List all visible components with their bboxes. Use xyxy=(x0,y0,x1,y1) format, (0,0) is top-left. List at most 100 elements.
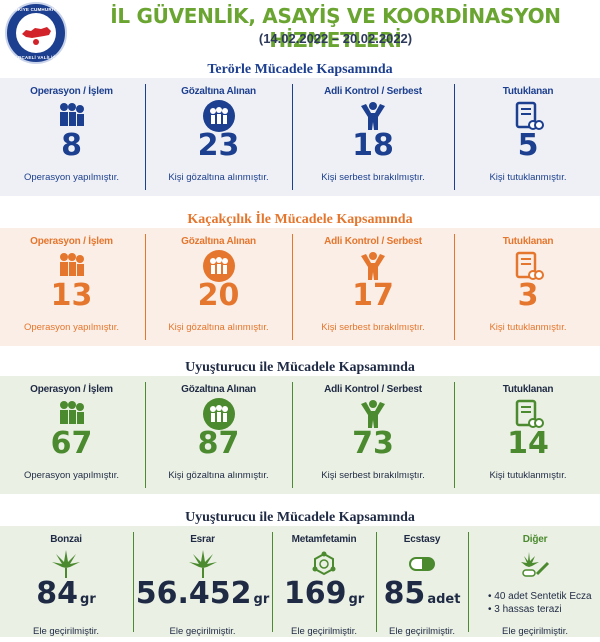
police-raid-icon xyxy=(59,401,84,424)
card-label: Operasyon / İşlem xyxy=(30,236,113,247)
arrest-document-icon xyxy=(515,101,544,130)
list-item: • 3 hassas terazi xyxy=(488,604,562,615)
card-label: Esrar xyxy=(190,534,215,545)
card-label: Ecstasy xyxy=(403,534,441,545)
molecule-icon xyxy=(312,551,336,576)
detained-count: 23 xyxy=(197,128,240,163)
esrar-card: Esrar 56.452 gr Ele geçirilmiştir. xyxy=(135,532,270,642)
operations-count: 67 xyxy=(50,426,93,461)
seizures-section-title: Uyuşturucu ile Mücadele Kapsamında xyxy=(185,510,415,525)
released-count: 17 xyxy=(352,278,394,313)
unit-label: gr xyxy=(348,592,365,607)
terror-section: Operasyon / İşlem 8 Operasyon yapılmıştı… xyxy=(0,78,600,196)
card-label: Operasyon / İşlem xyxy=(30,86,113,97)
esrar-amount: 56.452 xyxy=(135,576,252,611)
card-label: Adli Kontrol / Serbest xyxy=(324,384,422,395)
smuggling-arrested-card: Tutuklanan 3 Kişi tutuklanmıştır. xyxy=(456,234,600,344)
metamfetamin-card: Metamfetamin 169 gr Ele geçirilmiştir. xyxy=(274,532,374,642)
cannabis-leaf-icon xyxy=(188,550,217,578)
detained-count: 87 xyxy=(197,426,240,461)
card-description: Operasyon yapılmıştır. xyxy=(23,322,120,333)
page-title: İL GÜVENLİK, ASAYİŞ VE KOORDİNASYON HİZM… xyxy=(110,4,561,52)
pill-capsule-icon xyxy=(409,557,435,571)
operations-count: 8 xyxy=(61,128,82,163)
detained-people-icon xyxy=(202,100,235,132)
card-description: Ele geçirilmiştir. xyxy=(502,626,568,637)
arrested-count: 14 xyxy=(507,426,549,461)
card-label: Metamfetamin xyxy=(291,534,357,545)
card-label: Adli Kontrol / Serbest xyxy=(324,86,422,97)
arrested-count: 3 xyxy=(517,278,539,313)
card-description: Operasyon yapılmıştır. xyxy=(23,172,120,183)
card-description: Kişi tutuklanmıştır. xyxy=(489,172,567,183)
date-range: (14.02.2022 – 20.02.2022) xyxy=(258,31,413,46)
card-description: Operasyon yapılmıştır. xyxy=(23,470,120,481)
bonzai-amount: 84 xyxy=(36,576,79,611)
turkey-map-icon xyxy=(22,27,51,45)
other-items-list: • 40 adet Sentetik Ecza • 3 hassas teraz… xyxy=(488,590,592,616)
logo-top-text: TÜRKİYE CUMHURİYETİ xyxy=(7,7,65,12)
narcotics-arrested-card: Tutuklanan 14 Kişi tutuklanmıştır. xyxy=(456,382,600,492)
card-label: Gözaltına Alınan xyxy=(181,86,256,97)
card-description: Kişi serbest bırakılmıştır. xyxy=(321,172,425,183)
smuggling-operations-card: Operasyon / İşlem 13 Operasyon yapılmışt… xyxy=(0,234,143,344)
terror-section-title: Terörle Mücadele Kapsamında xyxy=(207,62,393,77)
other-seizures-card: Diğer • 40 adet Sentetik Ecza • 3 hassas… xyxy=(470,532,600,642)
card-label: Adli Kontrol / Serbest xyxy=(324,236,422,247)
narcotics-section: Operasyon / İşlem 67 Operasyon yapılmışt… xyxy=(0,376,600,494)
arrest-document-icon xyxy=(515,399,544,428)
terror-detained-card: Gözaltına Alınan 23 Kişi gözaltına alınm… xyxy=(147,84,290,194)
unit-label: gr xyxy=(253,592,270,607)
smuggling-section: Operasyon / İşlem 13 Operasyon yapılmışt… xyxy=(0,228,600,346)
card-description: Kişi serbest bırakılmıştır. xyxy=(321,470,425,481)
released-count: 73 xyxy=(352,426,394,461)
terror-arrested-card: Tutuklanan 5 Kişi tutuklanmıştır. xyxy=(456,84,600,194)
freed-person-icon xyxy=(361,252,385,280)
drugs-mixed-icon xyxy=(521,552,550,577)
ecstasy-card: Ecstasy 85 adet Ele geçirilmiştir. xyxy=(378,532,466,642)
detained-people-icon xyxy=(202,250,235,282)
card-label: Gözaltına Alınan xyxy=(181,384,256,395)
operations-count: 13 xyxy=(50,278,93,313)
detained-count: 20 xyxy=(197,278,240,313)
terror-operations-card: Operasyon / İşlem 8 Operasyon yapılmıştı… xyxy=(0,84,143,194)
card-description: Ele geçirilmiştir. xyxy=(389,626,455,637)
card-label: Tutuklanan xyxy=(502,384,554,395)
card-description: Ele geçirilmiştir. xyxy=(33,626,99,637)
smuggling-released-card: Adli Kontrol / Serbest 17 Kişi serbest b… xyxy=(294,234,452,344)
card-label: Tutuklanan xyxy=(502,86,554,97)
card-description: Ele geçirilmiştir. xyxy=(169,626,236,637)
card-description: Kişi tutuklanmıştır. xyxy=(489,322,567,333)
unit-label: gr xyxy=(80,592,96,607)
metamfetamin-amount: 169 xyxy=(283,576,347,611)
narcotics-operations-card: Operasyon / İşlem 67 Operasyon yapılmışt… xyxy=(0,382,143,492)
ecstasy-amount: 85 xyxy=(383,576,426,611)
card-description: Kişi gözaltına alınmıştır. xyxy=(168,322,269,333)
detained-people-icon xyxy=(202,398,235,430)
card-description: Kişi gözaltına alınmıştır. xyxy=(168,172,269,183)
arrest-document-icon xyxy=(515,251,544,280)
police-raid-icon xyxy=(59,253,84,276)
logo-bottom-text: KOCAELİ VALİLİĞİ xyxy=(14,55,58,60)
arrested-count: 5 xyxy=(517,128,539,163)
card-description: Ele geçirilmiştir. xyxy=(291,626,357,637)
header: TÜRKİYE CUMHURİYETİ KOCAELİ VALİLİĞİ İL … xyxy=(0,0,600,64)
seizures-section: Bonzai 84 gr Ele geçirilmiştir. Esrar 56.… xyxy=(0,526,600,637)
card-label: Bonzai xyxy=(50,534,82,545)
card-description: Kişi tutuklanmıştır. xyxy=(489,470,567,481)
narcotics-detained-card: Gözaltına Alınan 87 Kişi gözaltına alınm… xyxy=(147,382,290,492)
narcotics-released-card: Adli Kontrol / Serbest 73 Kişi serbest b… xyxy=(294,382,452,492)
list-item: • 40 adet Sentetik Ecza xyxy=(488,591,592,602)
cannabis-leaf-icon xyxy=(52,550,80,578)
card-label: Operasyon / İşlem xyxy=(30,384,113,395)
bonzai-card: Bonzai 84 gr Ele geçirilmiştir. xyxy=(0,532,132,642)
narcotics-section-title: Uyuşturucu ile Mücadele Kapsamında xyxy=(185,360,415,375)
police-raid-icon xyxy=(59,103,84,126)
card-label: Diğer xyxy=(522,534,548,545)
unit-label: adet xyxy=(427,592,461,607)
card-label: Gözaltına Alınan xyxy=(181,236,256,247)
smuggling-section-title: Kaçakçılık İle Mücadele Kapsamında xyxy=(187,212,413,227)
freed-person-icon xyxy=(361,400,385,428)
smuggling-detained-card: Gözaltına Alınan 20 Kişi gözaltına alınm… xyxy=(147,234,290,344)
